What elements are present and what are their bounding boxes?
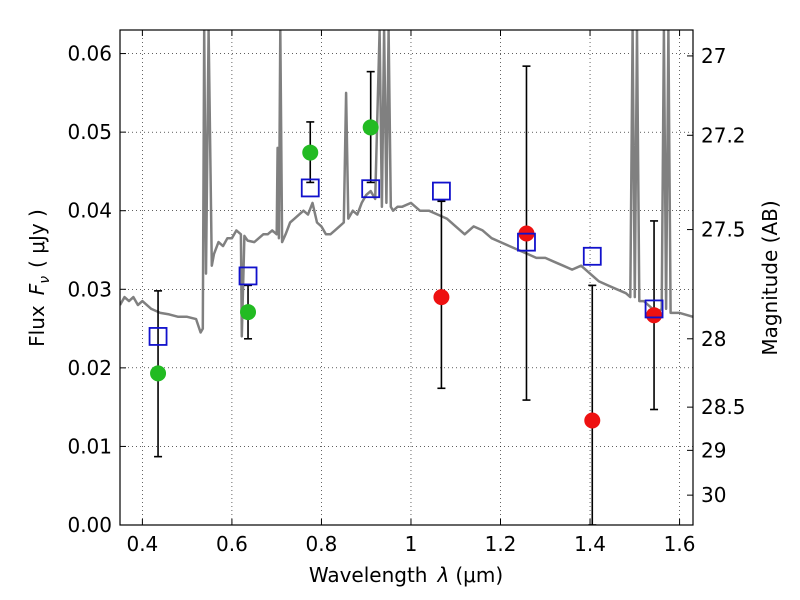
model-photometry-point xyxy=(432,181,451,201)
y-tick-label: 0.02 xyxy=(67,356,112,380)
observed-optical-point xyxy=(302,144,319,161)
y2-axis-label: Magnitude (AB) xyxy=(758,200,782,355)
x-tick-label: 0.6 xyxy=(216,532,248,556)
x-tick-label: 1.2 xyxy=(485,532,517,556)
y-tick-label: 0.01 xyxy=(67,434,112,458)
y-tick-label: 0.03 xyxy=(67,277,112,301)
x-tick-label: 1.4 xyxy=(574,532,606,556)
model-photometry-point xyxy=(582,246,602,266)
model-photometry-point xyxy=(300,178,320,198)
axis-ticks: 0.4 0.6 0.8 1 1.2 1.4 1.6 0.00 0.01 0.02 0.03 0.04 0… xyxy=(67,30,746,556)
y-tick-label: 0.00 xyxy=(67,513,112,537)
observed-ir-point xyxy=(584,412,601,429)
observed-optical-point xyxy=(240,304,257,321)
y2-tick-label: 27.5 xyxy=(701,218,746,242)
x-tick-label: 0.4 xyxy=(126,532,158,556)
y2-tick-label: 28.5 xyxy=(701,395,746,419)
y2-tick-label: 29 xyxy=(701,438,726,462)
model-photometry-point xyxy=(644,299,664,319)
y2-tick-label: 30 xyxy=(701,483,726,507)
y-tick-label: 0.05 xyxy=(67,120,112,144)
y-tick-label: 0.04 xyxy=(67,199,112,223)
x-axis-label: Wavelength λ (μm) xyxy=(309,563,503,587)
grid xyxy=(120,30,693,526)
observed-optical-point xyxy=(150,365,167,382)
y2-tick-label: 27.2 xyxy=(701,123,746,147)
x-tick-label: 0.8 xyxy=(306,532,338,556)
y2-tick-label: 27 xyxy=(701,44,726,68)
x-tick-label: 1 xyxy=(405,532,418,556)
model-photometry-point xyxy=(238,266,258,286)
error-bars xyxy=(154,65,659,525)
y-axis-label: FluxFν( μJy ) xyxy=(25,209,53,347)
x-tick-label: 1.6 xyxy=(664,532,696,556)
observed-ir-point xyxy=(433,289,450,306)
y2-tick-label: 28 xyxy=(701,327,726,351)
plot-frame xyxy=(119,29,694,526)
model-photometry-point xyxy=(361,179,381,199)
y-tick-label: 0.06 xyxy=(67,42,112,66)
observed-optical-point xyxy=(362,119,379,136)
observed-ir-point xyxy=(646,307,663,324)
model-spectrum-line xyxy=(120,30,693,338)
model-photometry-point xyxy=(148,327,168,346)
model-photometry-point xyxy=(517,232,536,252)
data-markers xyxy=(148,119,664,429)
